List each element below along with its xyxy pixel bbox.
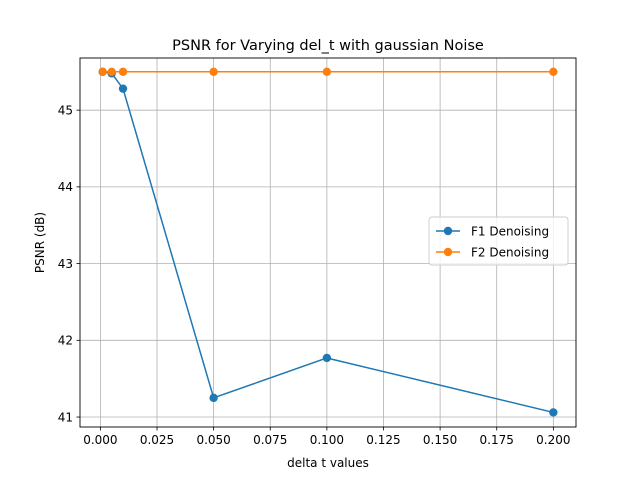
x-tick-label: 0.175: [480, 433, 514, 447]
y-tick-label: 43: [58, 257, 73, 271]
legend-marker: [443, 226, 453, 236]
grid: [80, 58, 576, 427]
legend-box: [428, 216, 569, 266]
y-tick-label: 42: [58, 334, 73, 348]
x-axis-label: delta t values: [287, 456, 369, 470]
data-point: [549, 408, 558, 417]
x-tick-label: 0.100: [310, 433, 344, 447]
data-point: [118, 84, 128, 93]
legend-label: F2 Denoising: [471, 245, 549, 259]
x-tick-label: 0.150: [423, 433, 457, 447]
legend-marker: [443, 247, 453, 257]
series-layer: [98, 67, 558, 417]
data-point: [107, 67, 116, 77]
data-point: [322, 353, 332, 363]
plot-frame: [79, 57, 577, 428]
y-tick-label: 44: [58, 180, 73, 194]
x-tick-label: 0.050: [196, 433, 230, 447]
y-tick-label: 45: [58, 103, 73, 117]
y-tick-label: 41: [58, 410, 73, 424]
data-point: [98, 67, 107, 77]
data-point: [549, 67, 558, 77]
x-tick-label: 0.000: [83, 433, 117, 447]
x-tick-label: 0.125: [366, 433, 400, 447]
legend: F1 Denoising F2 Denoising: [428, 216, 569, 266]
x-axis-ticks: 0.000 0.025 0.050 0.075 0.100 0.125 0.150 0.175…: [83, 427, 571, 447]
series-2: [98, 67, 558, 77]
chart-title: PSNR for Varying del_t with gaussian Noi…: [172, 38, 484, 54]
data-point: [209, 67, 218, 77]
data-point: [209, 393, 218, 403]
data-point: [118, 67, 128, 77]
legend-entry: F2 Denoising: [436, 245, 549, 259]
data-point: [322, 67, 332, 77]
y-axis-ticks: 41 42 43 44 45: [58, 103, 80, 424]
legend-entry: F1 Denoising: [436, 224, 549, 238]
x-tick-label: 0.025: [140, 433, 174, 447]
x-tick-label: 0.075: [253, 433, 287, 447]
legend-label: F1 Denoising: [471, 224, 549, 238]
y-axis-label: PSNR (dB): [33, 212, 47, 273]
x-tick-label: 0.200: [536, 433, 570, 447]
